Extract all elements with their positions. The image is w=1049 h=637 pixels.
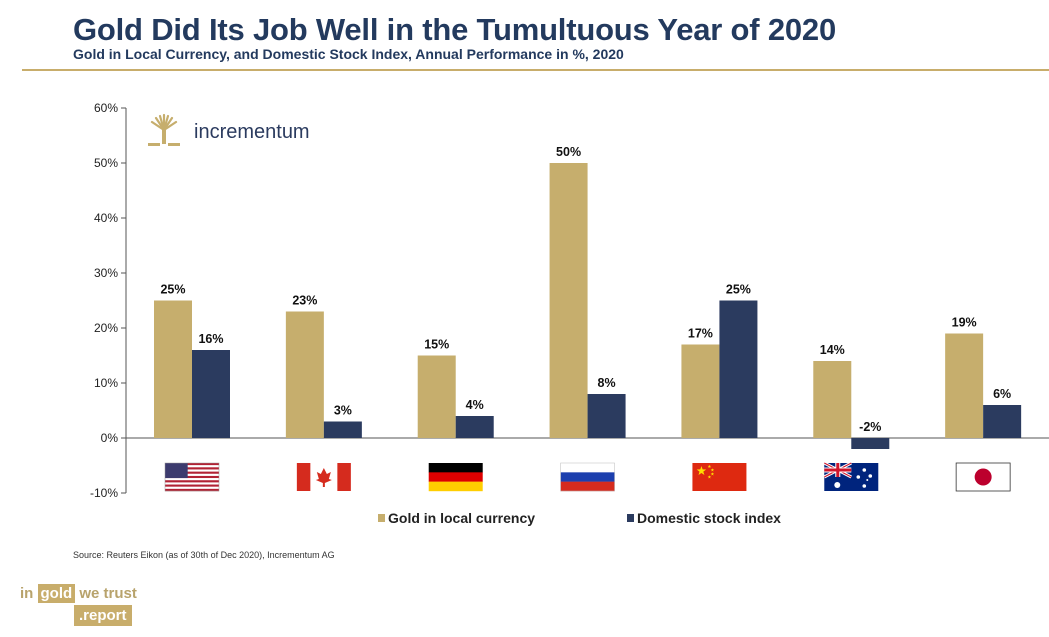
canada-flag-icon: Canada [296,463,351,491]
gold-bar [285,311,324,438]
brand-report-label: .report [74,605,132,626]
stock-bar [983,405,1022,438]
data-label: 16% [198,332,223,346]
legend-label: Domestic stock index [637,510,781,526]
data-label: 50% [556,145,581,159]
us-flag-icon: USA [164,462,220,492]
title-divider [22,69,1049,71]
incrementum-logo: incrementum [148,113,310,146]
y-tick-label: -10% [90,486,118,500]
y-tick-label: 20% [94,321,118,335]
stock-bar [587,394,626,438]
logo-wordmark: incrementum [194,121,310,143]
chart-subtitle: Gold in Local Currency, and Domestic Sto… [73,46,624,62]
data-label: 8% [598,376,616,390]
brand-in: in [20,585,34,602]
china-flag-icon: China [692,463,747,491]
stock-bar [851,438,890,449]
stock-bar [192,350,230,438]
bar-chart: -10% 0% 10% 20% 30% 40% 50% 60% 25% 23% 15% 50% 17% 1… [90,101,1049,526]
brand-logo: in gold we trust [20,584,137,603]
germany-flag-icon: Germany [428,463,483,492]
y-tick-label: 40% [94,211,118,225]
stock-bar [323,421,362,438]
data-label: 4% [466,398,484,412]
tree-icon [162,128,166,144]
data-label: 19% [952,316,977,330]
brand-gold: gold [37,584,76,603]
data-label: 17% [688,327,713,341]
y-tick-label: 30% [94,266,118,280]
y-tick-label: 50% [94,156,118,170]
gold-bar [154,300,192,438]
gold-bar [945,333,984,438]
data-label: 25% [160,283,185,297]
data-label: 23% [292,294,317,308]
japan-flag-icon: Japan [955,462,1011,492]
stock-bar [719,300,758,438]
legend-swatch [627,514,634,522]
australia-flag-icon: Australia [823,461,879,491]
chart-title: Gold Did Its Job Well in the Tumultuous … [73,12,836,47]
chart-legend: Gold in local currency Domestic stock ind… [378,510,781,526]
y-tick-label: 60% [94,101,118,115]
data-label: 6% [993,387,1011,401]
gold-bar [549,163,588,438]
legend-label: Gold in local currency [388,510,535,526]
brand-report: .report [74,605,132,626]
stock-bar [455,416,494,438]
y-tick-label: 0% [101,431,119,445]
y-tick-label: 10% [94,376,118,390]
data-label: 25% [726,283,751,297]
source-note: Source: Reuters Eikon (as of 30th of Dec… [73,550,335,560]
data-label: 14% [820,343,845,357]
data-label: 3% [334,404,352,418]
brand-we-trust: we trust [79,585,137,602]
gold-bar [417,355,456,438]
data-label: -2% [859,420,881,434]
gold-bar [813,361,852,438]
data-label: 15% [424,338,449,352]
legend-swatch [378,514,385,522]
gold-bar [681,344,720,438]
russia-flag-icon: Russia [560,462,615,492]
